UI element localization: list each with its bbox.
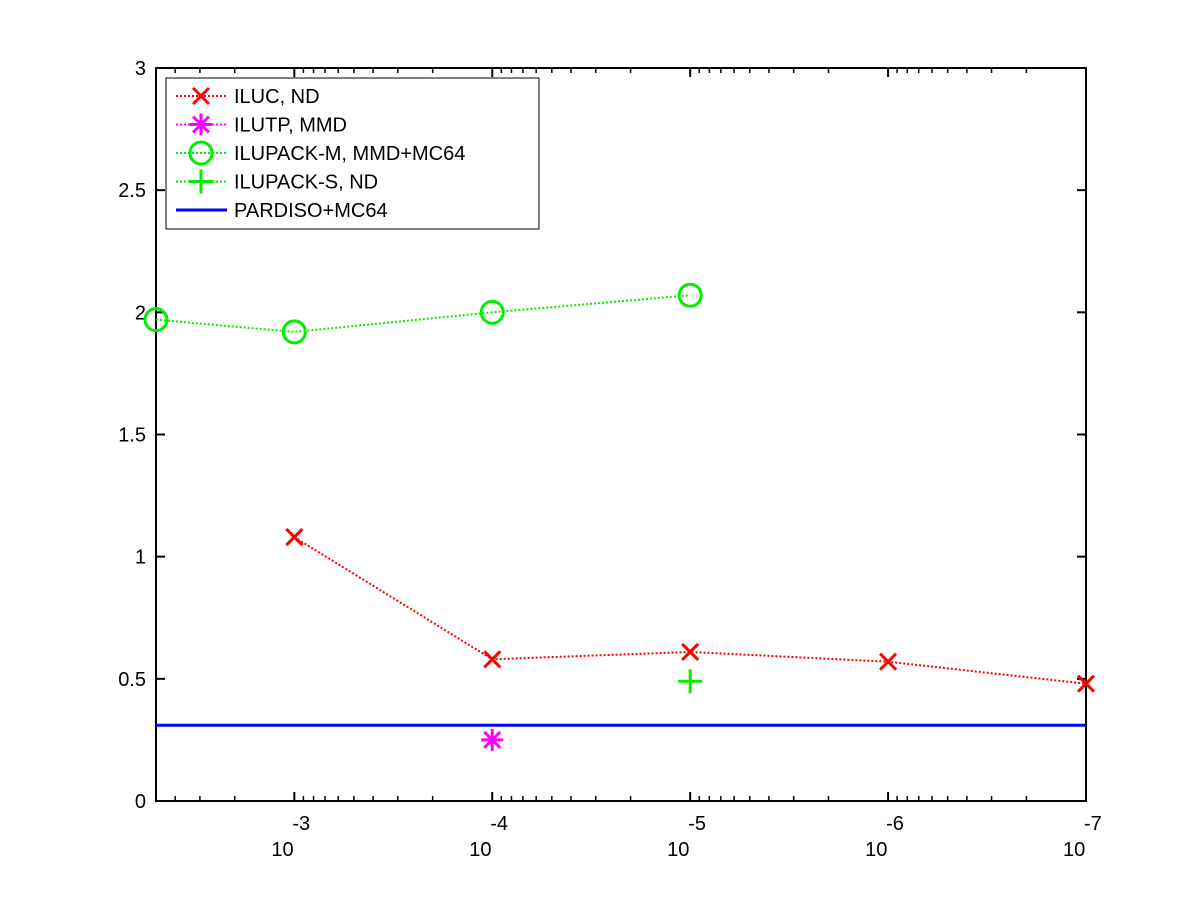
y-tick-label: 0.5 <box>118 669 146 691</box>
data-point-marker <box>481 728 504 751</box>
data-point-marker <box>1076 674 1096 693</box>
legend-marker-stroke <box>192 115 210 134</box>
legend-marker-stroke <box>191 86 211 106</box>
legend-entry: ILUPACK-M, MMD+MC64 <box>176 140 465 166</box>
legend-entry: ILUC, ND <box>176 86 320 108</box>
y-tick-label: 2.5 <box>118 180 146 202</box>
legend-marker <box>188 140 214 166</box>
x-tick-base: 10 <box>865 839 887 861</box>
data-point-marker <box>479 299 505 325</box>
legend-marker <box>191 86 211 106</box>
data-point-marker <box>285 528 304 547</box>
legend-marker <box>190 113 212 136</box>
data-point-marker <box>677 282 703 308</box>
data-point-marker-ring <box>281 319 307 345</box>
data-point-marker <box>483 650 502 669</box>
legend-entry: PARDISO+MC64 <box>176 200 388 222</box>
legend-box <box>165 77 540 230</box>
data-point-marker <box>678 669 703 694</box>
x-tick-exponent: -6 <box>886 813 904 835</box>
data-point-marker-ring <box>677 282 703 308</box>
legend-label: ILUC, ND <box>234 86 320 108</box>
data-point-marker-stroke <box>879 652 898 671</box>
legend-marker-ring <box>188 140 214 166</box>
data-point-marker-ring <box>143 307 169 333</box>
data-point-marker-ring <box>479 299 505 325</box>
x-tick-exponent: -3 <box>292 813 310 835</box>
series-0 <box>285 528 1096 693</box>
y-tick-labels: 0 0.5 1 1.5 2 2.5 3 <box>118 58 146 813</box>
legend-label: ILUPACK-M, MMD+MC64 <box>234 143 465 165</box>
legend: ILUC, ND ILUTP, MMD ILUPACK-M, MMD+MC64 ILU… <box>165 77 540 230</box>
data-point-marker-stroke <box>285 528 304 547</box>
y-tick-label: 3 <box>135 58 146 80</box>
y-tick-label: 0 <box>135 791 146 813</box>
y-tick-label: 1 <box>135 547 146 569</box>
x-tick-base: 10 <box>469 839 491 861</box>
series-3 <box>678 669 703 694</box>
legend-label: ILUTP, MMD <box>234 115 347 137</box>
legend-label: ILUPACK-S, ND <box>234 172 378 194</box>
major-ticks <box>156 67 1087 802</box>
y-tick-label: 2 <box>135 302 146 324</box>
legend-entry: ILUPACK-S, ND <box>176 169 378 194</box>
x-tick-base: 10 <box>271 839 293 861</box>
x-tick-base: 10 <box>1063 839 1085 861</box>
series-2 <box>143 282 703 345</box>
x-tick-exponent: -5 <box>688 813 706 835</box>
data-point-marker-stroke <box>483 730 502 749</box>
x-tick-labels: -3 10 -4 10 -5 10 -6 10 -7 10 <box>271 813 1101 861</box>
series-1 <box>481 728 504 751</box>
x-tick-exponent: -4 <box>490 813 508 835</box>
data-point-marker <box>143 307 169 333</box>
series-layer <box>143 282 1096 751</box>
x-tick-exponent: -7 <box>1084 813 1102 835</box>
legend-entry: ILUTP, MMD <box>176 113 347 137</box>
legend-marker <box>189 169 213 194</box>
x-tick-base: 10 <box>667 839 689 861</box>
data-point-marker-stroke <box>1076 674 1096 693</box>
data-point-marker <box>281 319 307 345</box>
data-point-marker <box>681 642 700 662</box>
data-point-marker-stroke <box>681 642 700 662</box>
legend-label: PARDISO+MC64 <box>234 200 388 222</box>
series-line <box>155 294 691 333</box>
data-point-marker <box>879 652 898 671</box>
minor-ticks <box>174 68 1028 801</box>
data-point-marker-stroke <box>483 650 502 669</box>
y-tick-label: 1.5 <box>118 425 146 447</box>
